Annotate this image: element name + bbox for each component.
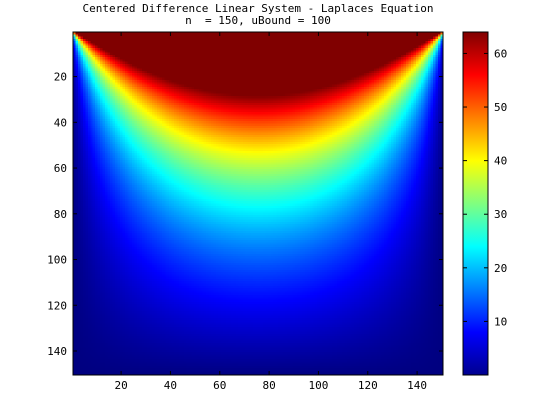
colorbar-tick-label: 40 [494, 155, 507, 168]
y-tick-label: 100 [47, 254, 67, 267]
colorbar-tick-label: 20 [494, 262, 507, 275]
colorbar-axis: 10 20 30 40 50 60 [463, 47, 507, 328]
y-tick-label: 80 [54, 208, 67, 221]
colorbar-frame [462, 31, 489, 376]
plot-frame [72, 31, 444, 376]
colorbar-tick-label: 60 [494, 47, 507, 60]
y-tick-label: 140 [47, 345, 67, 358]
x-axis: 20 40 60 80 100 120 140 [114, 32, 427, 392]
colorbar [463, 32, 488, 375]
colorbar-tick-label: 30 [494, 208, 507, 221]
y-tick-label: 40 [54, 116, 67, 129]
colorbar-tick-label: 50 [494, 101, 507, 114]
x-tick-label: 140 [407, 379, 427, 392]
y-tick-label: 120 [47, 299, 67, 312]
colorbar-tick-label: 10 [494, 315, 507, 328]
x-tick-label: 80 [262, 379, 275, 392]
heatmap-image [73, 32, 443, 375]
x-tick-label: 20 [114, 379, 127, 392]
y-axis: 20 40 60 80 100 120 140 [47, 71, 443, 358]
y-tick-label: 60 [54, 162, 67, 175]
x-tick-label: 60 [213, 379, 226, 392]
x-tick-label: 100 [308, 379, 328, 392]
x-tick-label: 40 [164, 379, 177, 392]
chart-subtitle: n = 150, uBound = 100 [185, 14, 331, 27]
x-tick-label: 120 [358, 379, 378, 392]
y-tick-label: 20 [54, 71, 67, 84]
chart-title: Centered Difference Linear System - Lapl… [82, 2, 434, 15]
